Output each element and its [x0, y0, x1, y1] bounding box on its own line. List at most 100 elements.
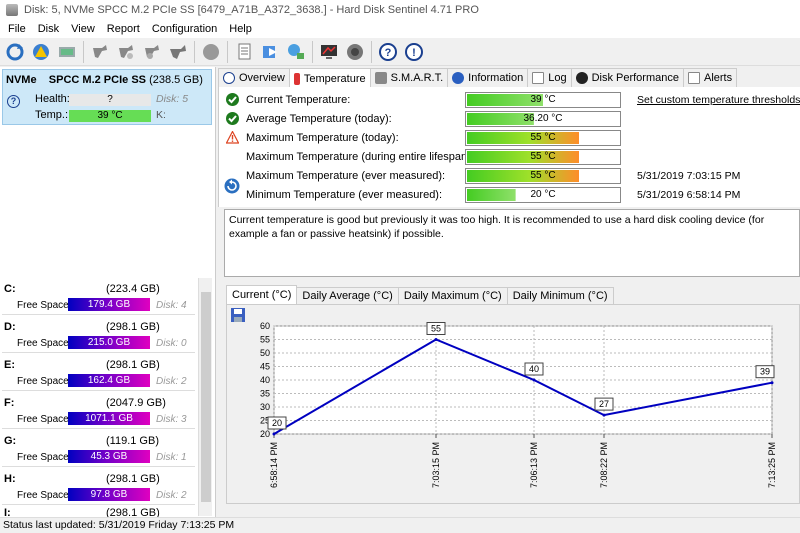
information-icon [452, 72, 465, 84]
temp-label: Average Temperature (today): [246, 113, 392, 125]
title-bar: Disk: 5, NVMe SPCC M.2 PCIe SS [6479_A71… [0, 0, 800, 20]
partition-f[interactable]: F: (2047.9 GB) Free Space 1071.1 GB Disk… [2, 393, 195, 429]
alerts-icon [687, 72, 700, 84]
temp-gauge: 36.20 °C [465, 111, 621, 127]
data-point [602, 413, 606, 417]
y-tick-label: 20 [260, 429, 270, 439]
menu-help[interactable]: Help [229, 23, 252, 35]
free-space-bar: 45.3 GB [68, 450, 150, 463]
free-space-bar: 215.0 GB [68, 336, 150, 349]
warning-icon [226, 131, 239, 144]
smart-icon [374, 72, 387, 84]
stop-icon[interactable] [199, 40, 223, 64]
menu-configuration[interactable]: Configuration [151, 23, 218, 35]
menu-bar: File Disk View Report Configuration Help [0, 20, 800, 38]
toolbar-separator [227, 40, 228, 63]
temp-row-max-ever: Maximum Temperature (ever measured): 55 … [219, 167, 800, 186]
menu-file[interactable]: File [8, 23, 26, 35]
tab-disk-performance[interactable]: Disk Performance [570, 68, 684, 87]
check-icon [226, 112, 239, 125]
temp-gauge-fill: 55 °C [467, 132, 619, 144]
partition-i[interactable]: I: (298.1 GB) [2, 507, 195, 517]
status-bar: Status last updated: 5/31/2019 Friday 7:… [0, 517, 800, 532]
partition-size: (119.1 GB) [106, 435, 159, 447]
partition-e[interactable]: E: (298.1 GB) Free Space 162.4 GB Disk: … [2, 355, 195, 391]
temp-gauge-fill: 55 °C [467, 170, 619, 182]
partition-letter: G: [4, 435, 17, 447]
y-tick-label: 60 [260, 321, 270, 331]
tab-temperature[interactable]: Temperature [288, 68, 371, 88]
report-icon[interactable] [232, 40, 256, 64]
partition-letter: H: [4, 473, 16, 485]
scrollbar-thumb[interactable] [201, 292, 211, 502]
temp-value: 55 °C [530, 151, 556, 162]
app-icon [6, 4, 18, 16]
data-point [272, 432, 276, 436]
temp-value: 55 °C [530, 132, 556, 143]
partition-h[interactable]: H: (298.1 GB) Free Space 97.8 GB Disk: 2 [2, 469, 195, 505]
partition-c[interactable]: C: (223.4 GB) Free Space 179.4 GB Disk: … [2, 279, 195, 315]
graph-tab-daily-maximum[interactable]: Daily Maximum (°C) [397, 287, 508, 304]
tab-log[interactable]: Log [527, 68, 572, 87]
data-label-box [755, 365, 775, 379]
data-label: 39 [760, 367, 770, 377]
temperature-message: Current temperature is good but previous… [224, 209, 800, 277]
y-tick-label: 40 [260, 375, 270, 385]
save-icon[interactable] [230, 307, 246, 323]
partition-scrollbar[interactable] [198, 278, 212, 516]
temperature-panel: Current Temperature: 39 °C Set custom te… [218, 87, 800, 207]
temp-value: 39 °C [530, 94, 556, 105]
temp-timestamp: 5/31/2019 7:03:15 PM [637, 170, 741, 182]
info-icon[interactable]: ! [402, 40, 426, 64]
monitor-icon[interactable] [317, 40, 341, 64]
free-space-bar: 97.8 GB [68, 488, 150, 501]
partition-letter: F: [4, 397, 15, 409]
data-point [434, 338, 438, 341]
tab-alerts[interactable]: Alerts [682, 68, 738, 87]
temp-label: Maximum Temperature (today): [246, 132, 399, 144]
tab-information[interactable]: Information [447, 68, 529, 87]
temp-value: 55 °C [530, 170, 556, 181]
clean-icon[interactable] [166, 40, 190, 64]
help-icon[interactable]: ? [376, 40, 400, 64]
network-icon[interactable] [284, 40, 308, 64]
send-report-icon[interactable] [258, 40, 282, 64]
y-tick-label: 55 [260, 335, 270, 345]
temp-value: 39 °C [69, 110, 151, 122]
disk-icon[interactable] [55, 40, 79, 64]
data-label-box [426, 322, 446, 335]
data-point [532, 378, 536, 382]
partition-g[interactable]: G: (119.1 GB) Free Space 45.3 GB Disk: 1 [2, 431, 195, 467]
menu-report[interactable]: Report [106, 23, 140, 35]
graph-tab-daily-average[interactable]: Daily Average (°C) [296, 287, 399, 304]
temp-label: Maximum Temperature (during entire lifes… [246, 151, 474, 163]
reset-icon[interactable] [224, 178, 240, 194]
tab-smart[interactable]: S.M.A.R.T. [369, 68, 449, 87]
surface-icon[interactable] [140, 40, 164, 64]
menu-view[interactable]: View [71, 23, 95, 35]
menu-disk[interactable]: Disk [37, 23, 60, 35]
test-icon[interactable] [114, 40, 138, 64]
tools-icon[interactable] [88, 40, 112, 64]
partition-disk: Disk: 3 [156, 414, 187, 425]
free-space-label: Free Space [17, 452, 69, 463]
refresh-icon[interactable] [3, 40, 27, 64]
temp-gauge: 55 °C [465, 149, 621, 165]
graph-tab-current[interactable]: Current (°C) [226, 285, 298, 304]
disk-card-selected[interactable]: NVMe SPCC M.2 PCIe SS (238.5 GB) ? Healt… [2, 69, 212, 125]
partition-disk: Disk: 2 [156, 376, 187, 387]
disk-number: Disk: 5 [156, 93, 189, 105]
tab-overview[interactable]: Overview [218, 68, 290, 87]
custom-thresholds-link[interactable]: Set custom temperature thresholds [637, 94, 800, 106]
data-point [770, 381, 774, 385]
x-tick-label: 6:58:14 PM [269, 442, 279, 488]
partition-letter: C: [4, 283, 16, 295]
graph-tab-daily-minimum[interactable]: Daily Minimum (°C) [506, 287, 614, 304]
temp-label: Temp.: [35, 109, 69, 121]
temp-row-average: Average Temperature (today): 36.20 °C [219, 110, 800, 129]
speaker-icon[interactable] [343, 40, 367, 64]
temp-row-current: Current Temperature: 39 °C Set custom te… [219, 91, 800, 110]
partition-d[interactable]: D: (298.1 GB) Free Space 215.0 GB Disk: … [2, 317, 195, 353]
alert-icon[interactable] [29, 40, 53, 64]
